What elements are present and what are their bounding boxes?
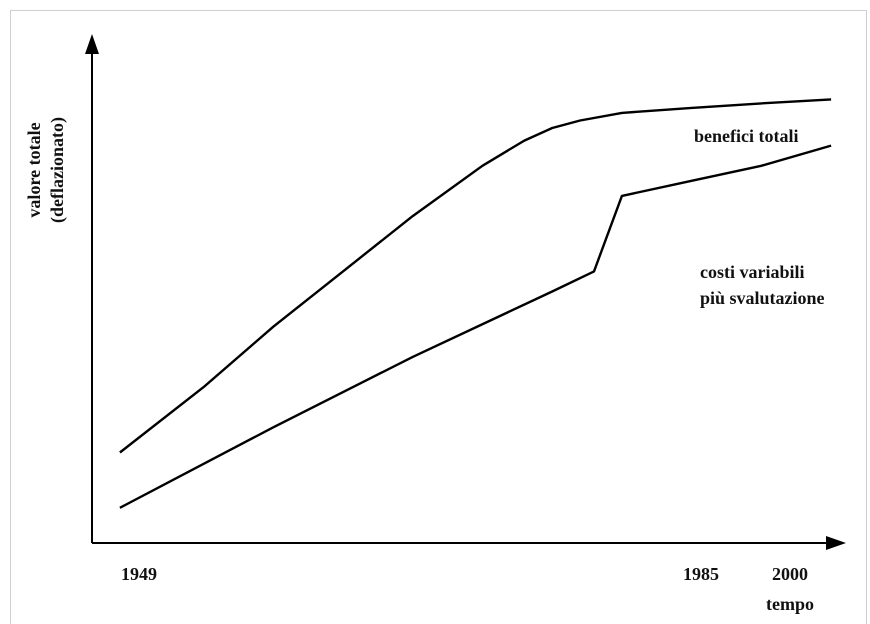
y-axis-label-line-2: (deflazionato) xyxy=(47,117,68,223)
x-axis-arrow-icon xyxy=(826,536,846,550)
series-label-costi-line-2: più svalutazione xyxy=(700,288,825,308)
x-tick-label-1949: 1949 xyxy=(121,564,157,584)
frame-border xyxy=(10,10,867,624)
series-label-benefici-totali: benefici totali xyxy=(694,126,798,146)
series-line-costi-variabili xyxy=(119,144,832,509)
x-axis-label: tempo xyxy=(766,594,814,614)
series-line-benefici-totali xyxy=(119,98,832,454)
y-axis-label-line-1: valore totale xyxy=(24,122,44,217)
x-tick-label-2000: 2000 xyxy=(772,564,808,584)
y-axis-arrow-icon xyxy=(85,34,99,54)
x-tick-label-1985: 1985 xyxy=(683,564,719,584)
series-label-costi-line-1: costi variabili xyxy=(700,262,805,282)
